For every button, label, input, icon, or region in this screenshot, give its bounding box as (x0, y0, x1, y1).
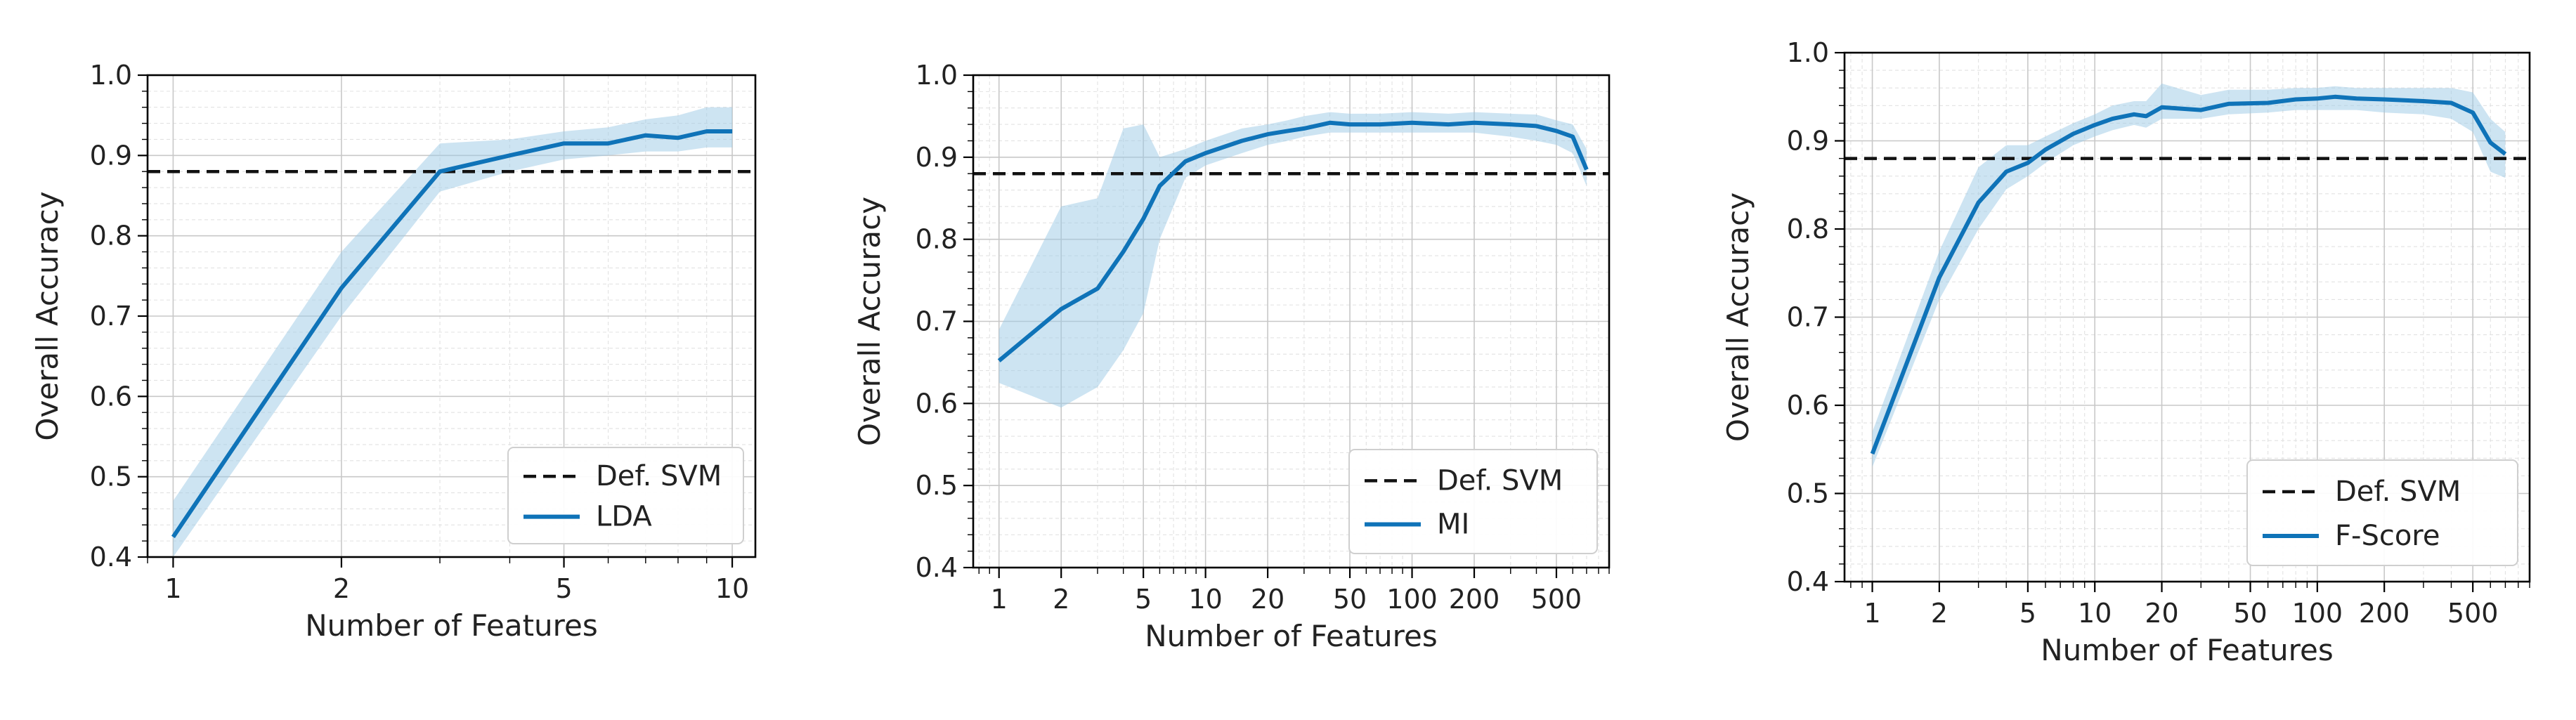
legend: Def. SVM LDA (507, 447, 744, 544)
legend-label-series: F-Score (2335, 520, 2440, 552)
legend: Def. SVM F-Score (2246, 459, 2518, 566)
x-tick-label: 2 (333, 573, 350, 604)
series-line (1870, 94, 2507, 455)
x-tick-label: 10 (2078, 598, 2112, 629)
legend-label-def-svm: Def. SVM (2335, 476, 2461, 508)
y-tick-label: 0.8 (90, 221, 132, 251)
y-tick-label: 0.4 (90, 542, 132, 572)
legend-label-def-svm: Def. SVM (596, 460, 722, 492)
series-line (171, 129, 733, 539)
y-tick-label: 0.5 (916, 470, 958, 501)
plot-frame (146, 74, 757, 558)
plot-frame (1843, 51, 2531, 583)
y-axis-label: Overall Accuracy (30, 191, 65, 440)
y-tick-label: 0.9 (90, 140, 132, 171)
x-tick-label: 20 (2145, 598, 2178, 629)
chart-panel-lda: 0.4 0.5 0.6 0.7 0.8 0.9 1.0 1 2 5 10 Number of Feat… (30, 60, 757, 643)
confidence-band (998, 112, 1587, 408)
legend-box (1348, 449, 1598, 554)
legend-label-series: LDA (596, 501, 652, 533)
x-tick-label: 200 (2359, 598, 2410, 629)
x-tick-label: 1 (164, 573, 181, 604)
legend-label-series: MI (1437, 509, 1469, 541)
x-tick-label: 2 (1931, 598, 1948, 629)
x-tick-label: 10 (1188, 584, 1222, 615)
y-tick-label: 0.7 (90, 301, 132, 332)
y-tick-label: 0.6 (916, 388, 958, 419)
x-tick-label: 500 (2447, 598, 2499, 629)
x-tick-label: 50 (1333, 584, 1367, 615)
x-tick-label: 500 (1531, 584, 1582, 615)
x-tick-label: 10 (715, 573, 749, 604)
y-tick-label: 0.5 (90, 462, 132, 492)
legend-box (507, 447, 744, 544)
x-tick-label: 5 (555, 573, 572, 604)
y-tick-label: 0.8 (1787, 214, 1829, 244)
legend: Def. SVM MI (1348, 449, 1598, 554)
x-tick-label: 1 (1863, 598, 1880, 629)
y-tick-label: 1.0 (1787, 37, 1829, 68)
x-tick-label: 5 (1135, 584, 1152, 615)
x-tick-label: 100 (2292, 598, 2343, 629)
x-axis-label: Number of Features (305, 608, 598, 643)
y-tick-label: 0.9 (916, 142, 958, 173)
legend-box (2246, 459, 2518, 566)
y-tick-label: 0.4 (1787, 566, 1829, 597)
chart-panel-mi: 0.4 0.5 0.6 0.7 0.8 0.9 1.0 1 2 5 10 20 50 100 200 500 N… (852, 60, 1611, 653)
y-axis-label: Overall Accuracy (1721, 192, 1755, 442)
y-tick-label: 0.4 (916, 552, 958, 583)
legend-label-def-svm: Def. SVM (1437, 464, 1563, 497)
x-tick-label: 100 (1386, 584, 1438, 615)
x-tick-label: 5 (2019, 598, 2036, 629)
y-tick-label: 0.5 (1787, 478, 1829, 509)
y-tick-label: 0.6 (90, 381, 132, 412)
y-axis-label: Overall Accuracy (852, 197, 887, 446)
plot-area (973, 112, 1609, 408)
chart-panel-f-score: 0.4 0.5 0.6 0.7 0.8 0.9 1.0 1 2 5 10 20 50 100 200 500 N… (1721, 37, 2531, 667)
y-tick-label: 0.6 (1787, 390, 1829, 421)
x-axis-label: Number of Features (2041, 633, 2334, 667)
plot-area (148, 107, 755, 557)
x-tick-label: 50 (2233, 598, 2267, 629)
x-tick-label: 20 (1251, 584, 1284, 615)
x-tick-label: 200 (1449, 584, 1500, 615)
y-tick-label: 0.8 (916, 224, 958, 255)
plot-frame (972, 74, 1611, 569)
y-tick-label: 1.0 (916, 60, 958, 91)
y-tick-label: 1.0 (90, 60, 132, 91)
y-tick-label: 0.7 (1787, 302, 1829, 333)
y-tick-label: 0.7 (916, 306, 958, 337)
series-line (997, 120, 1589, 362)
x-tick-label: 1 (991, 584, 1008, 615)
y-tick-label: 0.9 (1787, 126, 1829, 157)
x-axis-label: Number of Features (1145, 619, 1438, 653)
plot-area (1845, 83, 2530, 467)
x-tick-label: 2 (1053, 584, 1069, 615)
